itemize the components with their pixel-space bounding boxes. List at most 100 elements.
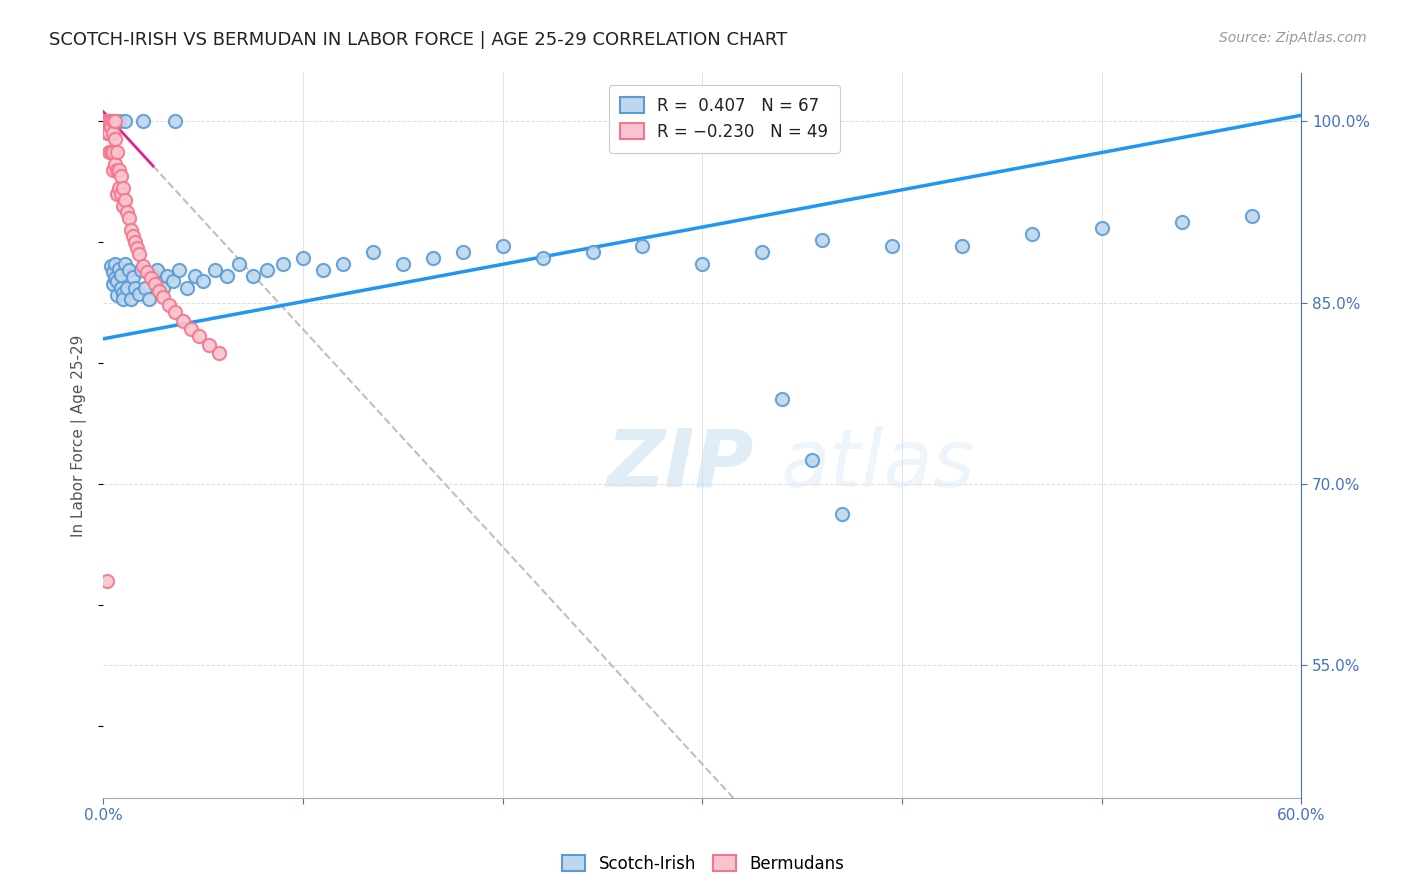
Point	[98, 114, 121, 128]
Point	[120, 292, 142, 306]
Point	[122, 270, 145, 285]
Point	[108, 181, 131, 195]
Point	[146, 263, 169, 277]
Point	[165, 114, 187, 128]
Point	[108, 114, 131, 128]
Point	[104, 114, 127, 128]
Point	[114, 193, 136, 207]
Point	[1240, 209, 1263, 223]
Point	[110, 169, 132, 183]
Point	[291, 251, 314, 265]
Point	[152, 281, 174, 295]
Point	[880, 239, 903, 253]
Point	[100, 145, 122, 159]
Point	[129, 263, 152, 277]
Point	[770, 392, 793, 407]
Point	[114, 114, 136, 128]
Point	[112, 292, 135, 306]
Point	[1091, 220, 1114, 235]
Text: SCOTCH-IRISH VS BERMUDAN IN LABOR FORCE | AGE 25-29 CORRELATION CHART: SCOTCH-IRISH VS BERMUDAN IN LABOR FORCE …	[49, 31, 787, 49]
Point	[831, 507, 853, 521]
Text: atlas: atlas	[780, 425, 974, 503]
Legend: Scotch-Irish, Bermudans: Scotch-Irish, Bermudans	[555, 848, 851, 880]
Point	[148, 284, 170, 298]
Point	[139, 271, 162, 285]
Point	[132, 260, 155, 274]
Point	[96, 574, 118, 588]
Point	[108, 162, 131, 177]
Point	[104, 257, 127, 271]
Point	[124, 235, 146, 249]
Point	[165, 305, 187, 319]
Point	[124, 281, 146, 295]
Point	[751, 244, 773, 259]
Point	[105, 145, 128, 159]
Point	[451, 244, 474, 259]
Point	[115, 205, 138, 219]
Point	[172, 314, 194, 328]
Point	[103, 145, 125, 159]
Point	[256, 263, 278, 277]
Point	[188, 329, 211, 343]
Point	[103, 265, 125, 279]
Point	[1021, 227, 1043, 241]
Point	[801, 452, 824, 467]
Point	[215, 268, 238, 283]
Point	[100, 120, 122, 135]
Point	[128, 247, 150, 261]
Point	[112, 181, 135, 195]
Point	[114, 257, 136, 271]
Point	[112, 199, 135, 213]
Point	[98, 145, 121, 159]
Point	[184, 268, 207, 283]
Point	[1170, 214, 1192, 228]
Point	[103, 277, 125, 292]
Point	[132, 114, 155, 128]
Point	[96, 114, 118, 128]
Point	[122, 229, 145, 244]
Point	[531, 251, 554, 265]
Point	[138, 292, 160, 306]
Legend: R =  0.407   N = 67, R = −0.230   N = 49: R = 0.407 N = 67, R = −0.230 N = 49	[609, 85, 839, 153]
Point	[112, 285, 135, 300]
Point	[167, 263, 190, 277]
Point	[142, 268, 165, 283]
Point	[631, 239, 654, 253]
Point	[110, 281, 132, 295]
Point	[104, 156, 127, 170]
Point	[271, 257, 294, 271]
Point	[143, 277, 166, 292]
Point	[228, 257, 250, 271]
Point	[180, 322, 202, 336]
Point	[103, 162, 125, 177]
Point	[100, 260, 122, 274]
Point	[422, 251, 444, 265]
Text: Source: ZipAtlas.com: Source: ZipAtlas.com	[1219, 31, 1367, 45]
Y-axis label: In Labor Force | Age 25-29: In Labor Force | Age 25-29	[72, 334, 87, 537]
Point	[811, 233, 834, 247]
Point	[120, 223, 142, 237]
Point	[128, 287, 150, 301]
Point	[332, 257, 354, 271]
Point	[204, 263, 226, 277]
Point	[127, 241, 149, 255]
Point	[96, 114, 118, 128]
Point	[104, 132, 127, 146]
Point	[162, 274, 184, 288]
Point	[176, 281, 198, 295]
Point	[198, 338, 221, 352]
Point	[105, 186, 128, 201]
Point	[100, 114, 122, 128]
Point	[191, 274, 214, 288]
Point	[156, 268, 179, 283]
Point	[491, 239, 513, 253]
Point	[118, 263, 141, 277]
Point	[312, 263, 335, 277]
Point	[950, 239, 973, 253]
Point	[104, 271, 127, 285]
Point	[115, 281, 138, 295]
Point	[692, 257, 714, 271]
Point	[105, 162, 128, 177]
Text: ZIP: ZIP	[606, 425, 754, 503]
Point	[103, 127, 125, 141]
